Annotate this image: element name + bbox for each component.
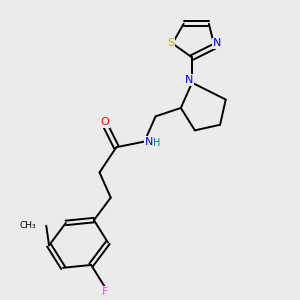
Text: N: N xyxy=(144,136,153,147)
Text: N: N xyxy=(185,75,194,85)
Text: O: O xyxy=(101,117,110,127)
Text: CH₃: CH₃ xyxy=(20,221,36,230)
Text: S: S xyxy=(167,38,175,48)
Text: F: F xyxy=(102,286,108,297)
Text: H: H xyxy=(153,138,161,148)
Text: N: N xyxy=(213,38,221,48)
